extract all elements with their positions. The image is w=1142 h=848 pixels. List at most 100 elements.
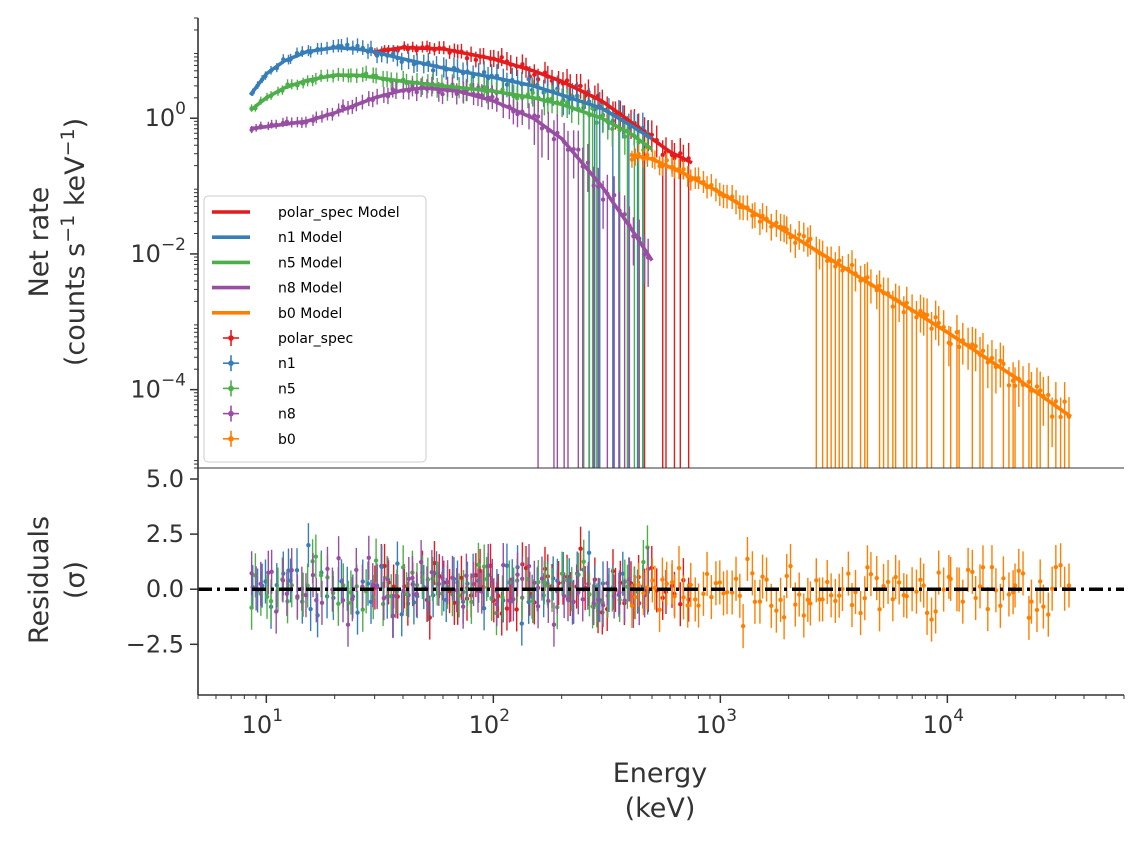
data-point-n8 xyxy=(555,114,560,468)
residual-point-b0 xyxy=(752,579,758,624)
legend-entry: polar_spec Model xyxy=(212,205,400,221)
data-point-b0 xyxy=(769,213,774,241)
data-point-n8 xyxy=(591,166,596,468)
residual-point-b0 xyxy=(941,567,946,612)
residual-point-b0 xyxy=(1046,592,1051,637)
data-point-b0 xyxy=(941,310,946,468)
residual-point-b0 xyxy=(693,577,698,622)
residual-point-n8 xyxy=(490,558,495,604)
residual-point-n8 xyxy=(471,562,476,607)
data-point-n8 xyxy=(551,120,557,468)
data-point-b0 xyxy=(929,311,934,468)
data-point-n8 xyxy=(561,123,567,468)
residual-point-b0 xyxy=(717,560,723,605)
data-point-b0 xyxy=(645,145,650,164)
data-point-n5 xyxy=(622,121,628,155)
data-point-b0 xyxy=(874,274,879,310)
residual-point-n8 xyxy=(414,571,419,616)
residual-point-n5 xyxy=(469,579,474,624)
spectrum-model-curves xyxy=(248,45,1072,419)
residual-point-n8 xyxy=(370,563,375,608)
residual-point-n8 xyxy=(511,577,516,622)
residual-point-n8 xyxy=(520,556,525,601)
residual-point-b0 xyxy=(733,556,739,601)
residual-point-b0 xyxy=(840,566,845,612)
data-point-n8 xyxy=(617,191,622,468)
residual-point-b0 xyxy=(650,558,655,603)
residual-point-n8 xyxy=(580,577,585,622)
data-point-n8 xyxy=(605,174,610,468)
residual-point-b0 xyxy=(1041,584,1046,629)
residual-point-n1 xyxy=(308,587,313,632)
residual-point-n8 xyxy=(571,579,576,624)
residual-point-b0 xyxy=(877,587,882,632)
data-point-b0 xyxy=(808,225,813,255)
legend-entry: n5 xyxy=(223,380,296,397)
spectrum-ylabel: Net rate xyxy=(24,187,55,298)
data-point-b0 xyxy=(801,222,807,252)
xlabel: Energy xyxy=(613,758,708,789)
residual-point-b0 xyxy=(936,550,941,595)
data-point-b0 xyxy=(998,342,1003,388)
residual-point-b0 xyxy=(933,589,938,634)
residual-point-n8 xyxy=(532,560,537,605)
residual-point-n5 xyxy=(625,564,630,609)
residual-point-b0 xyxy=(885,559,891,604)
data-point-n8 xyxy=(546,111,551,160)
residual-point-polar_spec xyxy=(578,526,583,571)
residual-point-n8 xyxy=(546,578,551,623)
data-point-b0 xyxy=(901,296,907,468)
data-point-b0 xyxy=(1041,376,1046,426)
residual-point-b0 xyxy=(1026,595,1032,640)
residual-point-n8 xyxy=(390,593,395,638)
residual-point-b0 xyxy=(652,565,658,610)
data-point-b0 xyxy=(814,236,819,468)
data-point-n1 xyxy=(360,40,365,55)
data-point-b0 xyxy=(1006,366,1012,468)
legend-label: n8 xyxy=(278,407,296,423)
legend-label: n5 Model xyxy=(278,255,342,271)
residual-point-b0 xyxy=(893,555,898,600)
data-point-n1 xyxy=(339,39,344,53)
residual-point-n8 xyxy=(393,573,399,619)
ytick-label-residual: 5.0 xyxy=(146,465,184,493)
data-point-n5 xyxy=(481,75,487,99)
residual-point-b0 xyxy=(865,545,870,590)
residual-point-b0 xyxy=(1066,563,1072,608)
residual-point-b0 xyxy=(1010,570,1016,615)
residual-point-n8 xyxy=(591,580,596,626)
legend-label: polar_spec xyxy=(278,331,353,347)
residual-point-b0 xyxy=(868,552,874,597)
data-point-n5 xyxy=(564,89,570,119)
residual-point-b0 xyxy=(874,555,879,601)
ytick-label-top: 10−2 xyxy=(130,235,186,268)
residual-point-b0 xyxy=(1049,566,1055,611)
residual-point-n5 xyxy=(581,539,586,584)
data-point-n8 xyxy=(622,195,627,468)
data-point-b0 xyxy=(849,250,855,468)
residual-point-n8 xyxy=(526,544,532,589)
residual-point-b0 xyxy=(965,547,971,592)
residual-point-b0 xyxy=(970,549,975,594)
residual-point-b0 xyxy=(808,581,813,626)
model-curve-polar_spec-model xyxy=(374,45,693,165)
residual-point-b0 xyxy=(745,536,750,581)
data-point-n8 xyxy=(645,238,651,287)
residual-point-n8 xyxy=(576,570,581,615)
data-point-b0 xyxy=(696,167,701,190)
residual-point-n8 xyxy=(565,577,571,622)
legend-entry: n8 xyxy=(223,405,296,423)
data-point-b0 xyxy=(1034,367,1040,468)
residual-point-n8 xyxy=(303,573,309,618)
data-point-b0 xyxy=(1016,360,1022,407)
legend-entry: n1 xyxy=(223,355,296,372)
residual-point-n1 xyxy=(586,530,592,575)
data-point-n5 xyxy=(632,120,637,468)
residual-point-polar_spec xyxy=(663,569,669,614)
data-point-b0 xyxy=(1037,371,1043,468)
ytick-label-residual: 2.5 xyxy=(146,520,184,548)
ytick-label-residual: 0.0 xyxy=(146,575,184,603)
data-point-n1 xyxy=(368,40,374,57)
model-curve-b0-model xyxy=(629,152,1072,419)
legend-entry: n8 Model xyxy=(212,281,342,297)
